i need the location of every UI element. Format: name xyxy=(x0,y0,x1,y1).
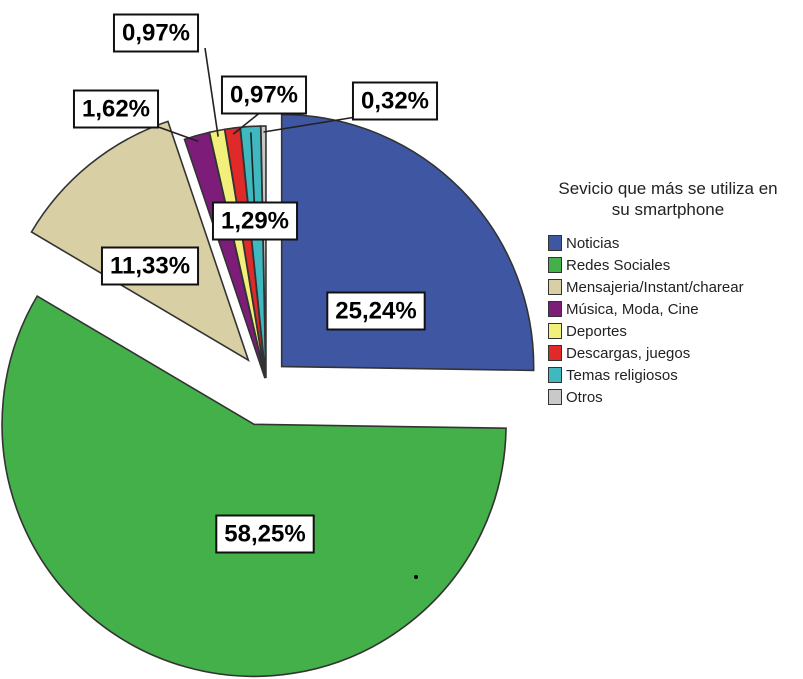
data-label-box-noticias xyxy=(326,291,426,331)
legend-item-descargas-juegos: Descargas, juegos xyxy=(548,342,798,364)
data-label-text-musica-moda-cine: 1,62% xyxy=(82,96,150,123)
legend-item-otros: Otros xyxy=(548,386,798,408)
slice-otros xyxy=(260,125,267,379)
legend-swatch xyxy=(548,345,562,361)
legend-label: Descargas, juegos xyxy=(566,344,691,362)
data-label-deportes: 0,97% xyxy=(112,13,200,53)
slice-noticias xyxy=(280,113,535,372)
legend-label: Temas religiosos xyxy=(566,366,678,384)
data-label-redes-sociales: 58,25% xyxy=(215,514,315,554)
data-label-musica-moda-cine: 1,62% xyxy=(72,89,160,129)
legend-swatch xyxy=(548,367,562,383)
legend-swatch xyxy=(548,235,562,251)
data-label-text-temas-religiosos: 1,29% xyxy=(221,208,289,235)
legend-label: Música, Moda, Cine xyxy=(566,300,699,318)
data-label-box-redes-sociales xyxy=(215,514,315,554)
legend-label: Mensajeria/Instant/charear xyxy=(566,278,744,296)
data-label-temas-religiosos: 1,29% xyxy=(211,201,299,241)
data-label-text-noticias: 25,24% xyxy=(335,298,416,325)
leader-line-otros xyxy=(263,116,357,133)
data-label-noticias: 25,24% xyxy=(326,291,426,331)
legend-item-noticias: Noticias xyxy=(548,232,798,254)
data-label-mensajeria: 11,33% xyxy=(100,246,200,286)
data-label-box-temas-religiosos xyxy=(211,201,299,241)
data-label-text-deportes: 0,97% xyxy=(122,20,190,47)
legend-swatch xyxy=(548,389,562,405)
data-label-text-redes-sociales: 58,25% xyxy=(224,521,305,548)
legend-swatch xyxy=(548,257,562,273)
data-label-box-descargas-juegos xyxy=(220,75,308,115)
legend-item-musica-moda-cine: Música, Moda, Cine xyxy=(548,298,798,320)
data-label-box-musica-moda-cine xyxy=(72,89,160,129)
data-label-box-mensajeria xyxy=(100,246,200,286)
legend-label: Deportes xyxy=(566,322,627,340)
data-label-descargas-juegos: 0,97% xyxy=(220,75,308,115)
data-label-text-otros: 0,32% xyxy=(361,88,429,115)
legend-label: Otros xyxy=(566,388,603,406)
legend-item-deportes: Deportes xyxy=(548,320,798,342)
data-label-box-otros xyxy=(351,81,439,121)
data-label-text-descargas-juegos: 0,97% xyxy=(230,82,298,109)
legend-label: Noticias xyxy=(566,234,620,252)
legend-label: Redes Sociales xyxy=(566,256,671,274)
slice-redes-sociales xyxy=(1,294,507,678)
legend-swatch xyxy=(548,279,562,295)
legend-swatch xyxy=(548,301,562,317)
data-label-box-deportes xyxy=(112,13,200,53)
leader-line-descargas-juegos xyxy=(232,110,263,135)
leader-line-deportes xyxy=(204,47,219,137)
legend-item-temas-religiosos: Temas religiosos xyxy=(548,364,798,386)
legend-swatch xyxy=(548,323,562,339)
legend-item-mensajeria: Mensajeria/Instant/charear xyxy=(548,276,798,298)
stray-dot xyxy=(414,575,418,579)
legend: Sevicio que más se utiliza en su smartph… xyxy=(548,178,798,408)
legend-item-redes-sociales: Redes Sociales xyxy=(548,254,798,276)
legend-title: Sevicio que más se utiliza en su smartph… xyxy=(558,179,778,219)
data-label-text-mensajeria: 11,33% xyxy=(110,253,190,280)
data-label-otros: 0,32% xyxy=(351,81,439,121)
